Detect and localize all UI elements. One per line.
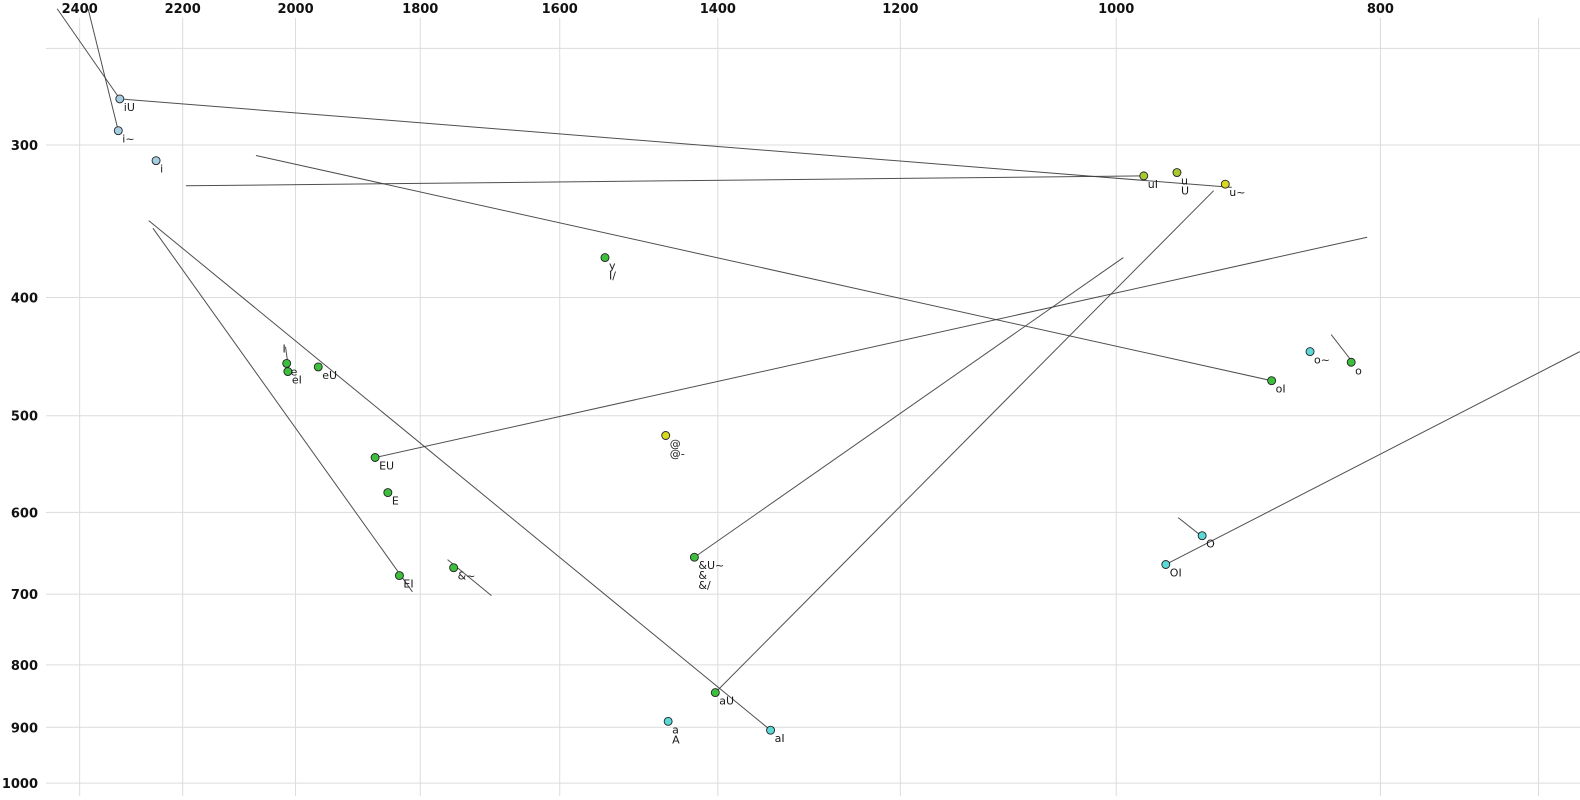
x-tick-label: 1400 — [700, 2, 736, 17]
data-point-o — [1346, 357, 1356, 367]
gridlines — [46, 18, 1580, 796]
data-point-y — [600, 253, 610, 263]
data-point-EI — [394, 571, 404, 581]
point-label-iU: iU — [124, 101, 135, 114]
point-label-uI: uI — [1148, 178, 1158, 191]
x-tick-label: 1800 — [402, 2, 438, 17]
trajectory-line — [1165, 351, 1580, 565]
trajectory-line — [56, 8, 121, 100]
y-tick-label: 500 — [11, 410, 38, 425]
point-label-o: o — [1355, 364, 1362, 377]
vowel-points — [113, 94, 1356, 735]
point-label-&U~: &/ — [698, 579, 711, 592]
point-label-@: @- — [670, 448, 685, 461]
data-point-E — [383, 488, 393, 498]
trajectory-line — [374, 236, 1368, 459]
data-point-u~ — [1220, 179, 1230, 189]
point-label-&~: &~ — [458, 570, 476, 583]
point-label-aI: aI — [775, 732, 785, 745]
trajectory-line — [152, 227, 413, 593]
data-point-OI — [1161, 560, 1171, 569]
x-tick-label: 800 — [1367, 2, 1394, 17]
trajectory-line — [255, 155, 1272, 382]
trajectory-line — [119, 98, 1232, 188]
data-point-iU — [115, 94, 125, 104]
x-tick-label: 2200 — [165, 2, 201, 17]
point-label-E: E — [392, 495, 399, 508]
point-label-eI: eI — [292, 374, 302, 387]
point-label-EU: EU — [379, 460, 394, 473]
point-label-&U~: & — [698, 569, 707, 582]
data-point-oI — [1267, 376, 1277, 386]
diphthong-trajectories — [56, 8, 1580, 731]
data-point-a — [663, 716, 673, 726]
point-label-e: e — [291, 365, 298, 378]
x-tick-label: 1000 — [1098, 2, 1134, 17]
data-point-&U~ — [689, 552, 699, 562]
point-label-@: @ — [670, 438, 681, 451]
data-point-@ — [661, 431, 671, 440]
point-label-u~: u~ — [1229, 186, 1245, 199]
trajectory-line — [1177, 517, 1203, 537]
data-point-EU — [370, 453, 380, 462]
x-tick-label: 2400 — [62, 2, 98, 17]
data-point-eI — [283, 367, 293, 377]
data-point-uI — [1139, 171, 1149, 181]
point-label-i: i — [160, 163, 163, 176]
data-point-O — [1197, 531, 1207, 541]
point-label-oI: oI — [1276, 383, 1286, 396]
x-tick-label: 2000 — [277, 2, 313, 17]
point-label-EI: EI — [403, 578, 413, 591]
point-label-u: U — [1181, 185, 1189, 198]
point-label-y: I/ — [609, 270, 616, 283]
x-axis-tick-labels: 2400 2200 2000 1800 1600 1400 1200 1000 800 — [62, 2, 1394, 17]
trajectory-line — [185, 175, 1144, 187]
data-point-aU — [710, 688, 720, 698]
trajectory-line — [87, 8, 119, 131]
y-tick-label: 1000 — [2, 777, 38, 792]
trajectory-line — [1330, 334, 1354, 363]
data-point-u — [1172, 168, 1182, 177]
data-point-i — [151, 156, 161, 166]
point-label-OI: OI — [1170, 566, 1182, 579]
data-point-o~ — [1305, 347, 1315, 357]
point-label-a: a — [672, 723, 679, 736]
point-label-eU: eU — [322, 369, 337, 382]
point-label-u: u — [1181, 175, 1188, 188]
point-label-a: A — [672, 733, 680, 746]
point-label-I: I — [283, 342, 286, 355]
trajectory-line — [714, 190, 1215, 693]
x-tick-label: 1200 — [882, 2, 918, 17]
y-tick-label: 900 — [11, 721, 38, 736]
data-point-i~ — [113, 126, 123, 136]
point-label-o~: o~ — [1314, 354, 1330, 367]
data-point-e — [282, 358, 292, 368]
trajectory-line — [148, 220, 771, 731]
point-label-&U~: &U~ — [698, 559, 724, 572]
y-tick-label: 300 — [11, 139, 38, 154]
point-label-O: O — [1206, 538, 1215, 551]
y-tick-label: 400 — [11, 291, 38, 306]
y-tick-label: 600 — [11, 506, 38, 521]
point-label-y: y — [609, 260, 616, 273]
y-tick-label: 800 — [11, 659, 38, 674]
y-axis-tick-labels: 300 400 500 600 700 800 900 1000 — [2, 139, 38, 792]
data-point-aI — [766, 725, 776, 735]
x-tick-label: 1600 — [542, 2, 578, 17]
data-point-&~ — [449, 563, 459, 573]
point-label-i~: i~ — [122, 133, 134, 146]
data-point-eU — [313, 362, 323, 372]
point-label-aU: aU — [719, 695, 734, 708]
y-tick-label: 700 — [11, 588, 38, 603]
